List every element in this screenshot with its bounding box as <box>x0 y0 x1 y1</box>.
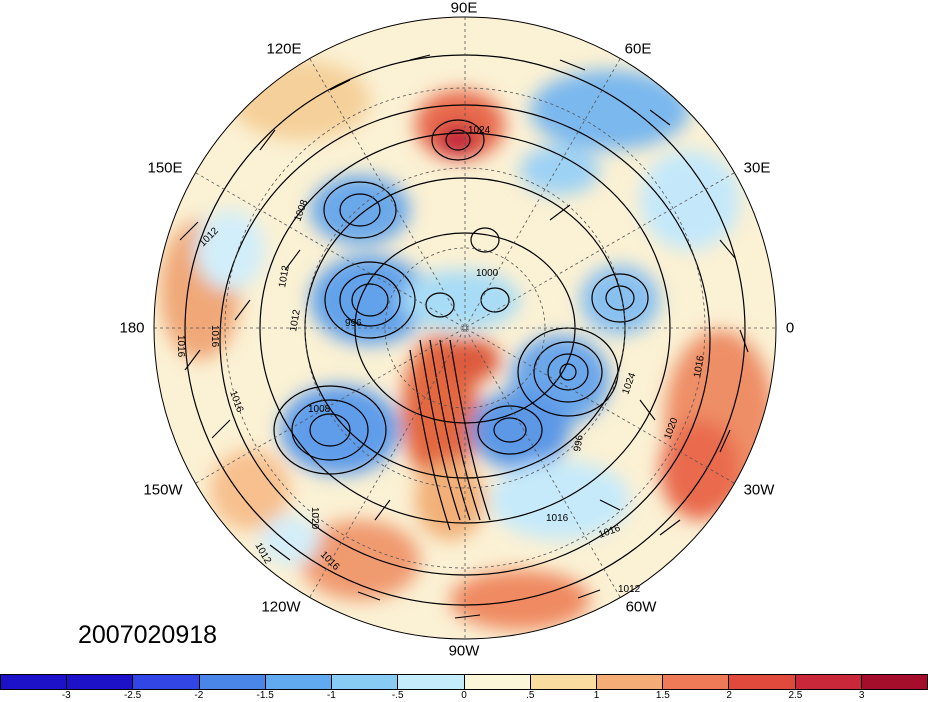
colorbar-box <box>795 675 862 689</box>
colorbar-tick-label: -3 <box>61 690 71 701</box>
lon-label-150w: 150W <box>143 481 183 499</box>
colorbar-box <box>67 675 134 689</box>
contour-label: 1000 <box>476 268 499 279</box>
colorbar-box <box>464 675 531 689</box>
contour-label: 1008 <box>308 404 331 415</box>
lon-label-90w: 90W <box>448 642 480 660</box>
colorbar-tick-label: -1 <box>326 690 336 701</box>
contour-label: 1012 <box>277 264 292 288</box>
colorbar-tick-label: 2.5 <box>788 690 803 701</box>
lon-label-120e: 120E <box>266 40 302 58</box>
contour-label: 1024 <box>468 125 491 136</box>
lon-label-120w: 120W <box>261 598 301 616</box>
colorbar-box <box>663 675 730 689</box>
graticule <box>154 17 776 639</box>
colorbar-tick-label: 1.5 <box>655 690 670 701</box>
map-boundary <box>153 16 777 640</box>
colorbar <box>0 674 928 690</box>
lon-label-0: 0 <box>785 319 795 337</box>
lon-label-180: 180 <box>119 319 145 337</box>
colorbar-labels: -3 -2.5 -2 -1.5 -1 -.5 0 .5 1 1.5 2 2.5 3 <box>0 690 928 702</box>
colorbar-tick-label: 0 <box>461 690 467 701</box>
contour-label: 1020 <box>309 507 320 530</box>
colorbar-tick-label: -1.5 <box>256 690 274 701</box>
contour-label: 1012 <box>618 584 641 595</box>
contour-label: 996 <box>572 434 586 453</box>
colorbar-tick-label: 2 <box>726 690 732 701</box>
colorbar-tick-label: -2 <box>194 690 204 701</box>
wind-barbs <box>179 54 749 619</box>
contour-labels: 1024 1008 1012 1012 1012 1016 1016 1008 … <box>175 125 707 595</box>
colorbar-box <box>861 675 928 689</box>
contour-label: 1016 <box>546 513 569 524</box>
lon-label-90e: 90E <box>450 0 478 17</box>
colorbar-tick-label: -2.5 <box>123 690 142 701</box>
colorbar-box <box>729 675 796 689</box>
contour-label: 1012 <box>288 308 303 332</box>
colorbar-box <box>1 675 68 689</box>
lon-label-30e: 30E <box>743 159 771 177</box>
lon-label-60e: 60E <box>624 40 652 58</box>
contour-label: 1016 <box>175 335 186 358</box>
colorbar-tick-label: 3 <box>858 690 865 701</box>
lon-label-150e: 150E <box>147 159 183 177</box>
lon-label-30w: 30W <box>743 481 775 499</box>
colorbar-box <box>265 675 333 689</box>
contour-label: 996 <box>345 318 362 329</box>
colorbar-tick-label: -.5 <box>391 690 404 701</box>
colorbar-box <box>199 675 266 689</box>
colorbar-tick-label: 1 <box>593 690 600 701</box>
colorbar-box <box>596 675 664 689</box>
contour-label: 1016 <box>209 325 220 348</box>
colorbar-box <box>332 675 399 689</box>
timestamp-label: 2007020918 <box>78 621 218 649</box>
colorbar-tick-label: .5 <box>526 690 535 701</box>
contour-label: 1016 <box>692 354 707 378</box>
map-disk <box>154 17 776 639</box>
colorbar-box <box>133 675 200 689</box>
colorbar-box <box>530 675 597 689</box>
lon-label-60w: 60W <box>625 598 657 616</box>
colorbar-box <box>398 675 465 689</box>
